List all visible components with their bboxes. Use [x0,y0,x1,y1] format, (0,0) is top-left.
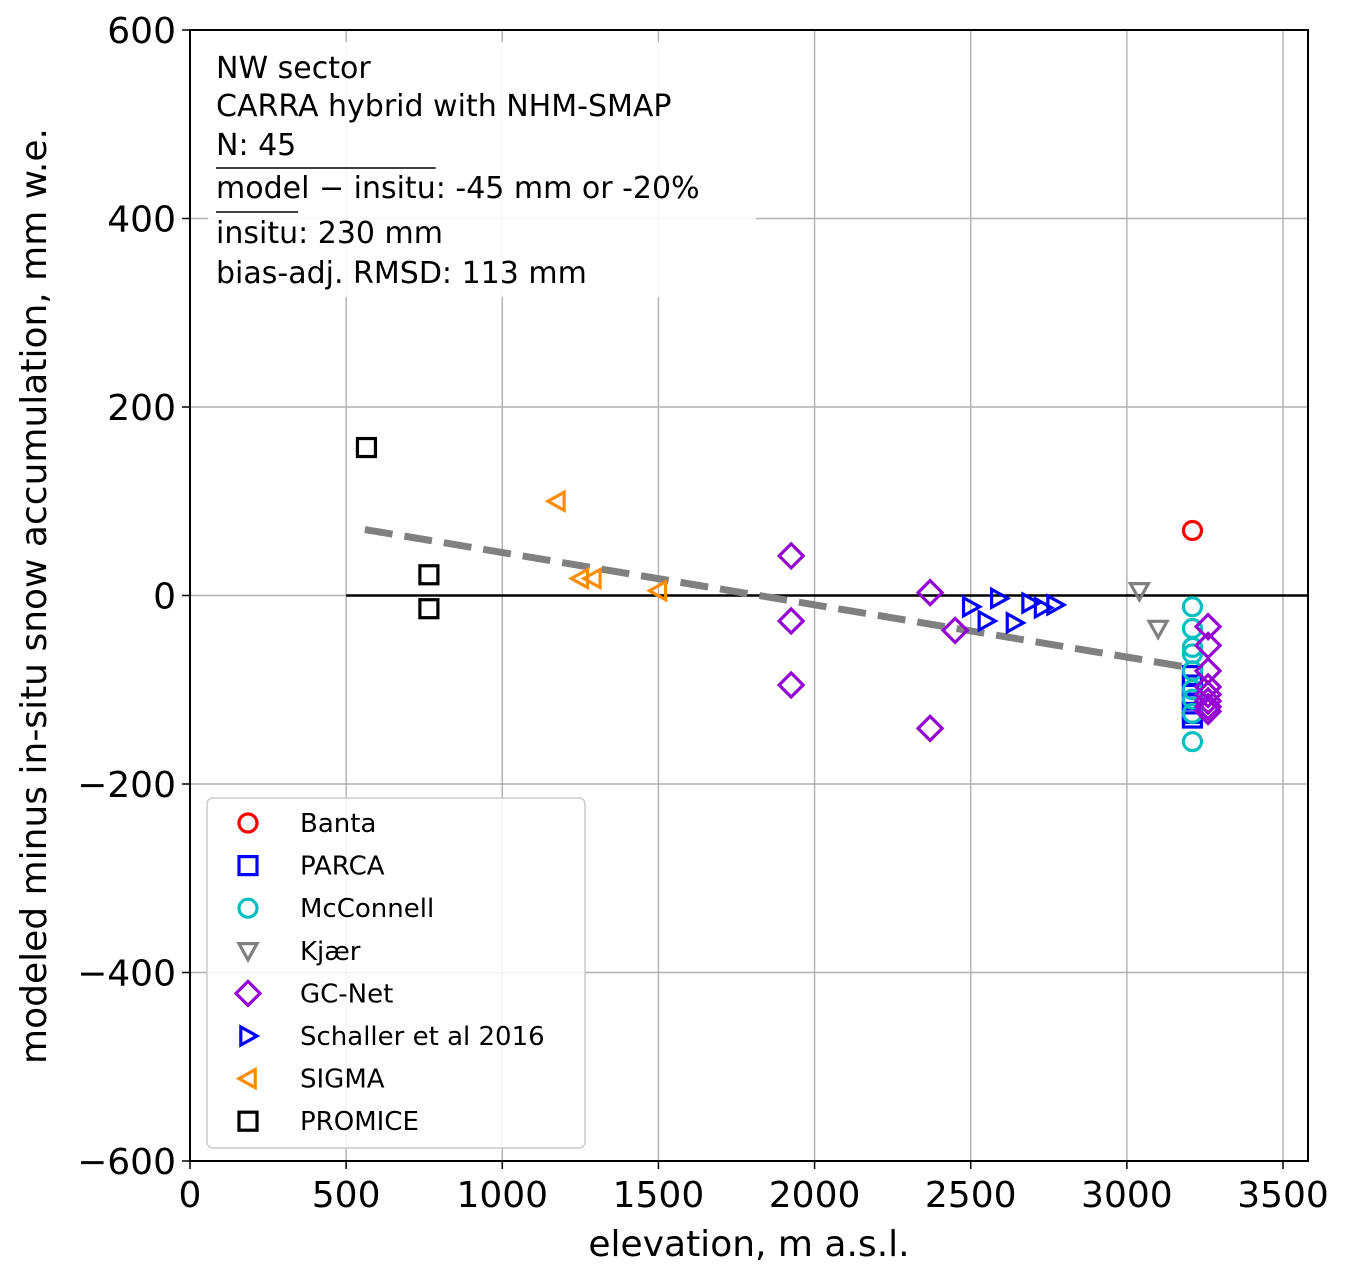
x-tick-label: 500 [312,1175,381,1216]
legend-label-gc-net: GC-Net [300,979,393,1009]
x-tick-label: 0 [179,1175,202,1216]
point-mcconnell [1181,730,1204,753]
point-schaller-et-al-2016 [977,609,999,633]
annotation-n: N: 45 [216,128,296,163]
annotation-product: CARRA hybrid with NHM-SMAP [216,89,672,124]
annotation-rmsd: bias-adj. RMSD: 113 mm [216,256,587,291]
series-gc-net [776,541,1223,743]
legend-marker-schaller-et-al-2016 [239,1024,261,1048]
x-tick-label: 2500 [925,1175,1017,1216]
series-schaller-et-al-2016 [961,586,1068,635]
point-gc-net [1193,612,1223,641]
point-sigma [646,579,668,603]
point-gc-net [940,616,970,645]
point-gc-net [1193,692,1223,721]
point-kj-r [1127,581,1152,604]
legend-label-mcconnell: McConnell [300,894,434,924]
axis-ticks: 0 500 1000 1500 2000 2500 3000 3500−600−400−200… [77,11,1329,1216]
x-axis-label: elevation, m a.s.l. [588,1224,909,1265]
point-banta [1181,519,1204,542]
series-banta [1181,519,1204,542]
point-mcconnell [1181,636,1204,658]
point-promice [418,564,440,586]
point-kj-r [1146,619,1170,641]
point-gc-net [776,670,806,700]
y-tick-label: −600 [77,1142,176,1183]
point-gc-net [915,578,945,607]
point-schaller-et-al-2016 [961,595,984,619]
point-schaller-et-al-2016 [1046,593,1068,617]
legend: Banta PARCA McConnell Kjær GC-Net Schaller et… [206,797,586,1149]
legend-label-promice: PROMICE [300,1107,419,1137]
point-schaller-et-al-2016 [1021,591,1043,615]
point-gc-net [776,541,806,571]
stats-annotation-background [208,42,756,297]
y-axis-label: modeled minus in-situ snow accumulation,… [14,128,55,1064]
point-sigma [580,566,602,591]
annotation-bias-label: model − insitu [216,171,436,206]
point-schaller-et-al-2016 [1005,611,1027,635]
series-kj-r [1127,581,1170,641]
legend-marker-banta [237,812,259,834]
legend-label-schaller-et-al-2016: Schaller et al 2016 [300,1022,545,1052]
legend-marker-parca [237,854,259,877]
annotation-bias-value: : -45 mm or -20% [436,171,700,206]
annotation-sector: NW sector [216,51,371,86]
y-tick-label: 400 [107,200,176,241]
point-schaller-et-al-2016 [990,586,1012,611]
stats-annotation: NW sector CARRA hybrid with NHM-SMAP N: … [208,42,756,297]
x-tick-label: 1000 [456,1175,548,1216]
point-promice [418,598,440,620]
trend-line [364,526,1194,672]
legend-label-sigma: SIGMA [300,1065,385,1095]
y-tick-label: 600 [107,11,176,52]
x-tick-label: 3500 [1237,1175,1329,1216]
point-promice [355,436,378,459]
point-gc-net [1193,697,1223,726]
point-mcconnell [1181,596,1204,618]
point-gc-net [915,714,945,743]
point-sigma [568,566,590,591]
series-promice [355,436,440,620]
legend-marker-mcconnell [237,897,259,919]
y-tick-label: 200 [107,388,176,429]
data-points [355,436,1223,753]
annotation-bias: model − insitu: -45 mm or -20% [216,171,700,206]
legend-marker-sigma [235,1066,257,1091]
y-tick-label: −400 [77,954,176,995]
legend-label-parca: PARCA [300,852,385,882]
legend-marker-kj-r [236,941,260,964]
point-gc-net [1193,686,1223,716]
annotation-mean-label: insitu [216,216,298,251]
point-sigma [544,489,566,513]
point-gc-net [1193,680,1223,709]
y-tick-label: −200 [77,765,176,806]
point-schaller-et-al-2016 [1033,596,1055,620]
x-tick-label: 2000 [769,1175,861,1216]
legend-label-kj-r: Kjær [300,937,361,967]
annotation-mean-value: : 230 mm [298,216,443,251]
x-tick-label: 1500 [613,1175,705,1216]
series-sigma [544,489,668,603]
reference-lines [346,526,1308,672]
point-gc-net [776,606,806,636]
legend-frame [206,797,586,1149]
legend-label-banta: Banta [300,809,376,839]
y-tick-label: 0 [153,577,176,618]
annotation-mean: insitu: 230 mm [216,216,443,251]
x-tick-label: 3000 [1081,1175,1173,1216]
legend-marker-gc-net [233,979,263,1008]
legend-marker-promice [237,1110,259,1132]
